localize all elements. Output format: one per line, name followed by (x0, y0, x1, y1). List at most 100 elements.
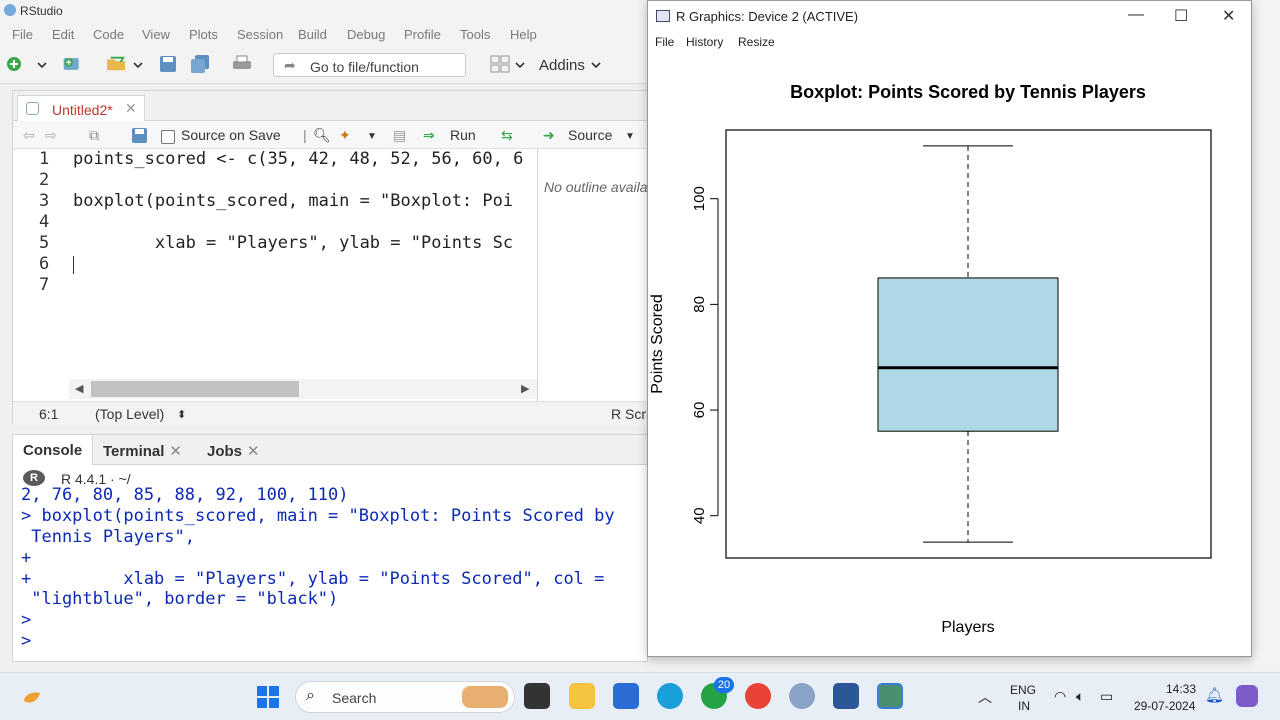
editor-tab-untitled2[interactable]: Untitled2* ✕ (17, 95, 145, 121)
graphics-window-icon (656, 10, 670, 22)
pane-layout-icon[interactable] (490, 55, 510, 73)
graphics-menu-file[interactable]: File (655, 35, 675, 49)
close-tab-icon[interactable]: ✕ (125, 100, 137, 116)
y-axis-label: Points Scored (649, 294, 666, 394)
task-view-icon[interactable] (524, 683, 550, 709)
source-button[interactable]: Source (568, 127, 613, 143)
scrollbar-thumb[interactable] (91, 381, 299, 397)
tab-jobs[interactable]: Jobs ✕ (207, 435, 260, 465)
toolbar-divider: | (303, 127, 307, 143)
taskbar-search[interactable]: ⌕ Search (295, 681, 515, 713)
word-icon[interactable] (833, 683, 859, 709)
box-series (877, 145, 1059, 543)
close-jobs-icon[interactable]: ✕ (247, 443, 260, 460)
new-file-icon[interactable] (6, 55, 26, 73)
open-dropdown-icon[interactable] (132, 57, 152, 75)
console-prompt-input[interactable]: > (21, 631, 42, 651)
scroll-left-icon[interactable]: ◀ (75, 383, 84, 395)
run-button[interactable]: Run (450, 127, 476, 143)
new-file-dropdown-icon[interactable] (34, 57, 54, 75)
line-number: 4 (39, 212, 50, 232)
goto-arrow-icon: ➦ (284, 57, 296, 73)
graphics-menu-resize[interactable]: Resize (738, 35, 775, 49)
code-tools-wand-icon[interactable]: ✦ (339, 127, 351, 143)
code-tools-dropdown-icon[interactable]: ▼ (367, 131, 377, 142)
wifi-icon[interactable]: ◠ (1054, 688, 1067, 704)
store-icon[interactable] (613, 683, 639, 709)
r-app-icon[interactable] (789, 683, 815, 709)
menu-edit[interactable]: Edit (52, 27, 75, 42)
editor-tab-label: Untitled2* (52, 102, 113, 118)
new-project-icon[interactable] (62, 55, 82, 73)
graphics-menubar: File History Resize (648, 32, 1251, 52)
start-icon[interactable] (256, 685, 280, 709)
menu-file[interactable]: File (12, 27, 33, 42)
minimize-icon[interactable]: — (1128, 6, 1144, 23)
addins-menu[interactable]: Addins (539, 57, 585, 74)
console-line: + xlab = "Players", ylab = "Points Score… (21, 569, 605, 589)
graphics-menu-history[interactable]: History (686, 35, 724, 49)
forward-arrow-icon[interactable]: ⇨ (45, 127, 57, 143)
menu-tools[interactable]: Tools (460, 27, 491, 42)
language-top[interactable]: ENG (1010, 683, 1037, 697)
compile-report-icon[interactable]: ▤ (393, 127, 407, 143)
print-icon[interactable] (232, 55, 252, 73)
tab-console-label: Console (23, 442, 83, 459)
line-number: 1 (39, 149, 50, 169)
menu-profile[interactable]: Profile (404, 27, 441, 42)
file-explorer-icon[interactable] (569, 683, 595, 709)
scope-dropdown-icon[interactable]: ⬍ (177, 409, 187, 421)
menu-view[interactable]: View (142, 27, 170, 42)
rerun-icon[interactable]: ⇆ (501, 127, 513, 143)
source-dropdown-icon[interactable]: ▼ (625, 131, 635, 142)
menu-help[interactable]: Help (510, 27, 537, 42)
volume-icon[interactable]: 🔈︎ (1076, 688, 1085, 704)
pane-layout-dropdown-icon[interactable] (514, 57, 534, 75)
edge-icon[interactable] (657, 683, 683, 709)
show-in-window-icon[interactable]: ⧉ (89, 127, 99, 143)
menu-build[interactable]: Build (298, 27, 327, 42)
chrome-icon[interactable] (745, 683, 771, 709)
source-tabbar: Untitled2* ✕ (13, 91, 647, 121)
menu-code[interactable]: Code (93, 27, 125, 42)
source-on-save-checkbox[interactable] (161, 130, 175, 144)
save-icon[interactable] (158, 55, 178, 73)
tray-overflow-icon[interactable]: ︿ (978, 689, 992, 705)
open-file-icon[interactable] (104, 55, 130, 73)
menu-plots[interactable]: Plots (189, 27, 218, 42)
close-window-icon[interactable]: ✕ (1222, 8, 1236, 25)
menu-debug[interactable]: Debug (347, 27, 386, 42)
scope-selector[interactable]: (Top Level) (95, 406, 165, 422)
r-version-label: R 4.4.1 · ~/ (61, 471, 131, 487)
menu-session[interactable]: Session (237, 27, 284, 42)
maximize-icon[interactable]: ☐ (1174, 8, 1189, 25)
y-tick-label: 60 (691, 402, 708, 419)
source-on-save-label: Source on Save (181, 127, 281, 143)
code-line-3: boxplot(points_scored, main = "Boxplot: … (73, 191, 514, 211)
text-cursor (73, 256, 74, 274)
back-arrow-icon[interactable]: ⇦ (23, 127, 35, 143)
tab-console[interactable]: Console (13, 435, 93, 465)
tab-terminal[interactable]: Terminal ✕ (103, 435, 182, 465)
line-number: 3 (39, 191, 50, 211)
scroll-right-icon[interactable]: ▶ (521, 383, 530, 395)
clock-time[interactable]: 14:33 (1166, 682, 1197, 696)
editor-horizontal-scrollbar[interactable]: ◀ ▶ (69, 379, 537, 399)
y-tick-label: 40 (691, 507, 708, 524)
notification-bell-icon[interactable]: 🔔︎ (1205, 687, 1225, 704)
language-bottom[interactable]: IN (1018, 699, 1030, 713)
source-pane: Untitled2* ✕ ⇦ ⇨ ⧉ Source on Save | 🔍︎ ✦… (12, 90, 666, 425)
code-editor[interactable]: points_scored <- c(35, 42, 48, 52, 56, 6… (73, 149, 537, 379)
rgui-icon[interactable] (877, 683, 903, 709)
save-file-icon[interactable] (131, 127, 149, 144)
console-line: > boxplot(points_scored, main = "Boxplot… (21, 506, 615, 526)
widgets-icon[interactable] (20, 685, 44, 709)
close-terminal-icon[interactable]: ✕ (169, 443, 182, 460)
save-all-icon[interactable] (190, 55, 210, 73)
go-to-file-input[interactable]: ➦ Go to file/function (273, 53, 466, 77)
addins-dropdown-icon[interactable] (590, 57, 610, 75)
find-icon[interactable]: 🔍︎ (313, 127, 331, 143)
battery-icon[interactable]: ▭ (1100, 688, 1114, 704)
clock-date[interactable]: 29-07-2024 (1134, 699, 1196, 713)
copilot-icon[interactable] (1236, 685, 1258, 707)
